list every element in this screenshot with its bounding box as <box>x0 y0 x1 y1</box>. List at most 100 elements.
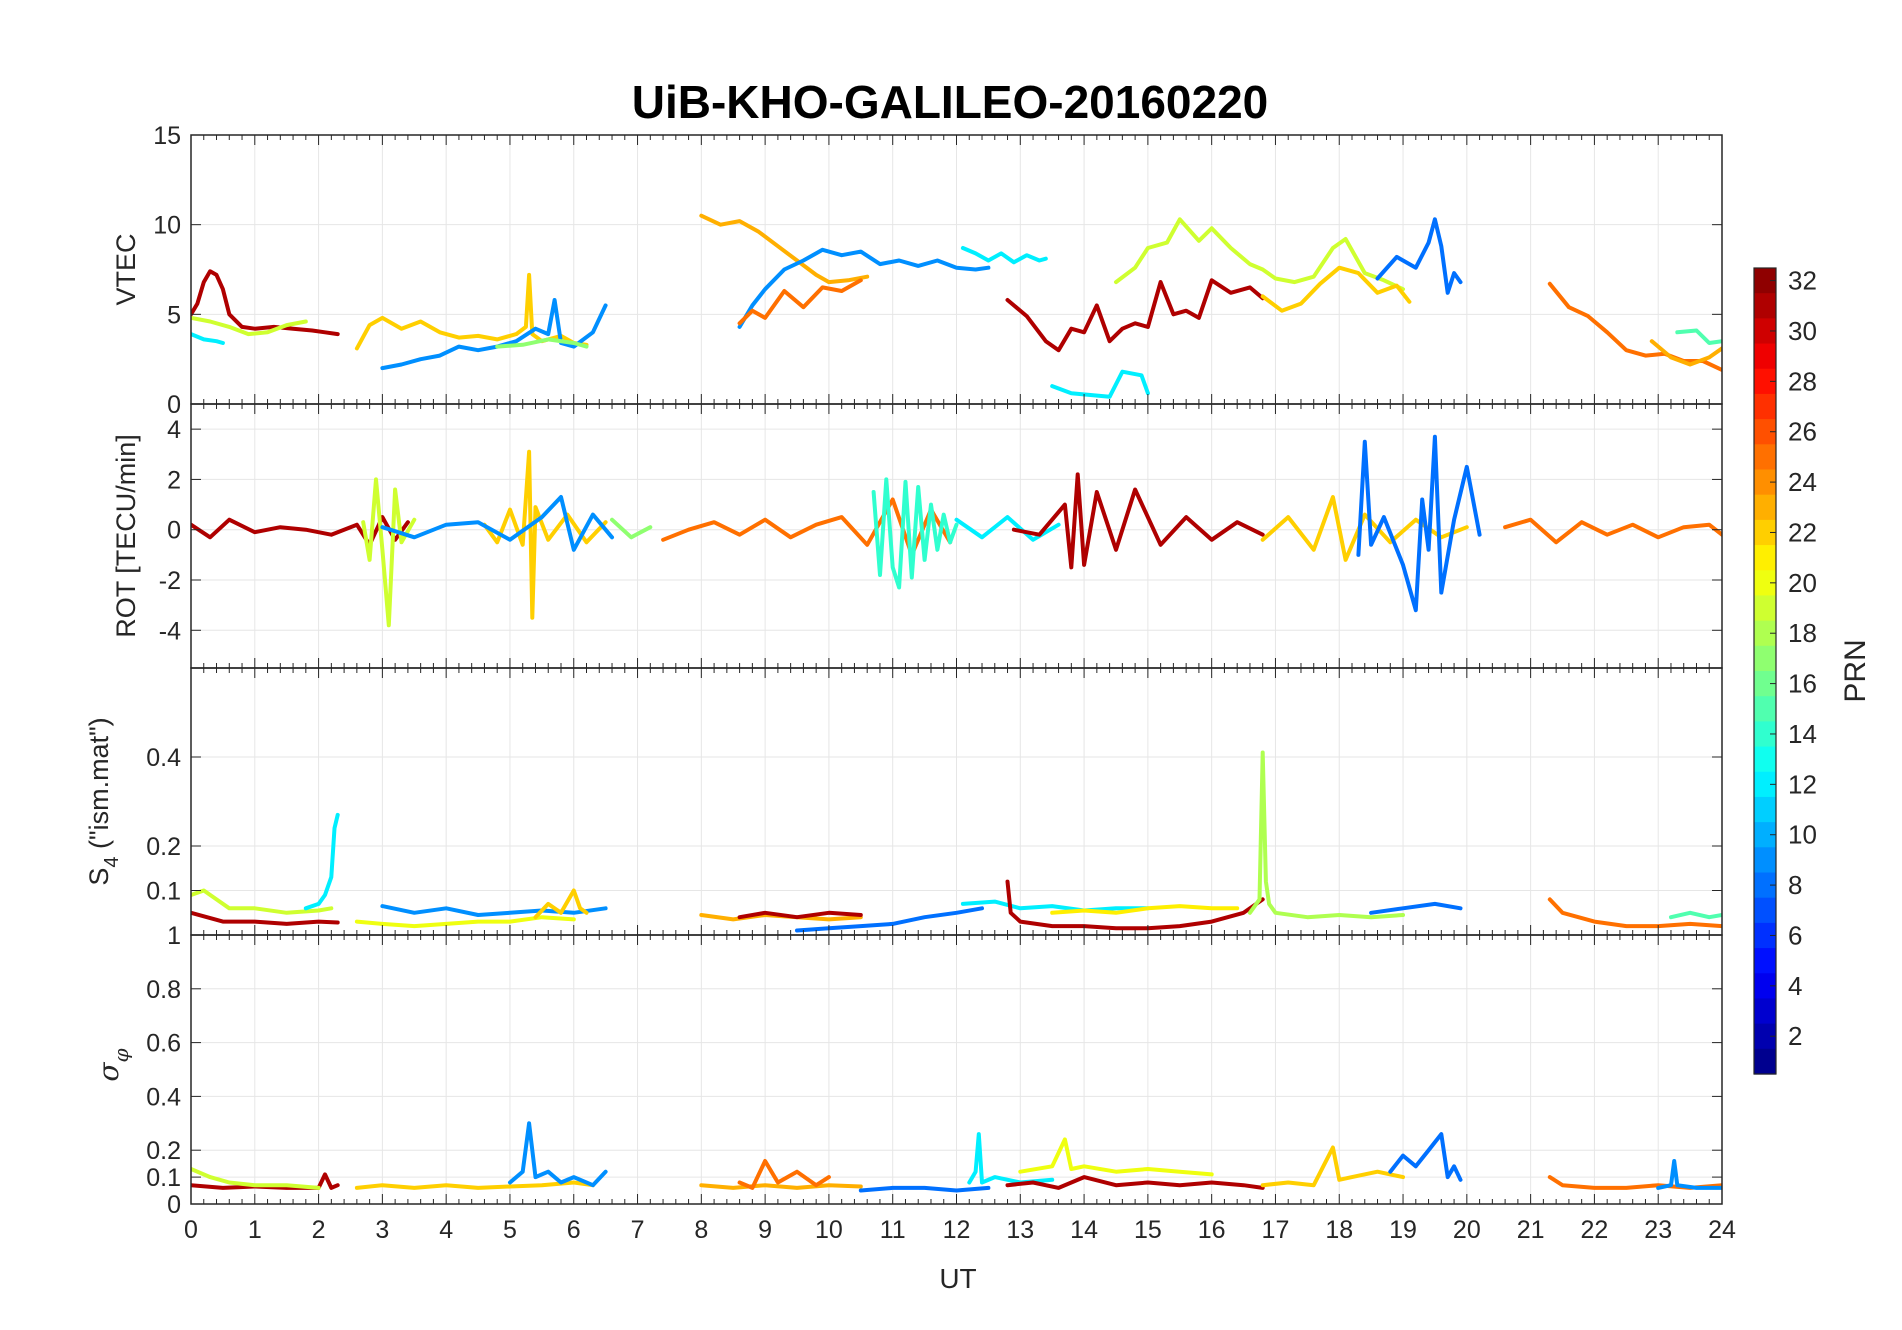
series-line-prn-9 <box>508 1121 608 1188</box>
series-line-prn-19 <box>191 315 308 337</box>
x-tick-label: 23 <box>1644 1216 1672 1244</box>
colorbar-swatch <box>1754 645 1776 672</box>
colorbar-swatch <box>1754 746 1776 773</box>
y-ticks-s4: 0.1 0.2 0.4 <box>146 744 1722 906</box>
series-line-prn-20 <box>1018 1137 1214 1177</box>
series-line-prn-8 <box>1369 901 1463 915</box>
y-tick-label: 0 <box>167 1191 181 1219</box>
colorbar-tick-label: 14 <box>1788 719 1817 749</box>
x-tick-label: 21 <box>1517 1216 1545 1244</box>
colorbar-swatch <box>1754 671 1776 697</box>
colorbar-swatch <box>1754 268 1776 294</box>
colorbar-tick-label: 24 <box>1788 467 1817 497</box>
colorbar-tick-label: 10 <box>1788 820 1817 850</box>
series-line-prn-25 <box>737 278 863 326</box>
y-axis-label-s4: S4 ("ism.mat") <box>84 717 123 885</box>
series-line-prn-31 <box>191 910 340 926</box>
colorbar-swatch <box>1754 998 1776 1025</box>
x-tick-label: 10 <box>815 1216 843 1244</box>
series-line-prn-31 <box>1011 472 1265 570</box>
series-line-prn-31 <box>1005 278 1265 353</box>
y-ticks-sigphi: 00.10.2 0.4 0.6 0.8 1 <box>146 922 1722 1219</box>
colorbar-swatch <box>1754 847 1776 874</box>
y-axis-label-vtec: VTEC <box>111 233 141 305</box>
x-ticks-s4 <box>190 668 1723 935</box>
x-tick-label: 11 <box>880 1216 906 1244</box>
series-line-prn-25 <box>1503 517 1722 545</box>
grid-rot <box>191 404 1722 668</box>
series-line-prn-23 <box>699 213 870 285</box>
x-tick-label: 14 <box>1070 1216 1098 1244</box>
colorbar-tick-label: 30 <box>1788 316 1817 346</box>
x-tick-label: 24 <box>1708 1216 1736 1244</box>
series-line-prn-8 <box>1388 1132 1463 1182</box>
colorbar-swatch <box>1754 1048 1776 1075</box>
colorbar-swatch <box>1754 444 1776 471</box>
series-line-prn-25 <box>737 1159 831 1190</box>
series-line-prn-25 <box>1547 897 1722 929</box>
series-line-prn-31 <box>191 515 410 547</box>
colorbar-tick-label: 2 <box>1788 1021 1802 1051</box>
grid-s4 <box>191 668 1722 935</box>
y-ticks-rot: -4 -2 0 2 4 <box>159 416 1722 645</box>
x-tick-label: 6 <box>567 1216 581 1244</box>
colorbar-swatch <box>1754 494 1776 521</box>
series-line-prn-12 <box>1050 369 1150 399</box>
x-tick-label: 20 <box>1453 1216 1481 1244</box>
colorbar-swatch <box>1754 696 1776 722</box>
x-tick-label: 9 <box>758 1216 772 1244</box>
series-line-prn-31 <box>1005 879 1265 931</box>
y-axis-label-rest: ("ism.mat") <box>84 717 114 856</box>
colorbar-swatch <box>1754 948 1776 974</box>
colorbar-tick-label: 8 <box>1788 870 1802 900</box>
colorbar-swatch <box>1754 973 1776 1000</box>
y-axis-label-main: S <box>84 868 114 886</box>
y-axis-label-sigphi: σφ <box>92 1048 133 1081</box>
series-line-prn-18 <box>1247 750 1405 920</box>
colorbar-tick-label: 18 <box>1788 618 1817 648</box>
colorbar-swatch <box>1754 721 1776 748</box>
series-line-prn-23 <box>699 1183 863 1190</box>
x-ticks-vtec <box>190 135 1723 404</box>
series-group-vtec <box>191 213 1722 399</box>
series-line-prn-12 <box>960 246 1048 265</box>
colorbar-swatch <box>1754 1023 1776 1050</box>
x-tick-label: 0 <box>184 1216 198 1244</box>
series-line-prn-31 <box>737 910 863 920</box>
x-tick-label: 2 <box>312 1216 326 1244</box>
series-line-prn-8 <box>858 1185 991 1193</box>
y-tick-label: 0.6 <box>146 1030 181 1058</box>
colorbar-label: PRN <box>1839 639 1872 702</box>
colorbar-swatch <box>1754 419 1776 445</box>
colorbar-swatch <box>1754 545 1776 571</box>
series-line-prn-17 <box>610 517 653 540</box>
x-tick-label: 18 <box>1325 1216 1353 1244</box>
y-tick-label: 0.8 <box>146 976 181 1004</box>
series-line-prn-15 <box>1669 910 1722 920</box>
series-line-prn-17 <box>495 337 589 349</box>
y-axis-label-sub: 4 <box>101 857 123 868</box>
x-tick-label: 17 <box>1262 1216 1290 1244</box>
series-line-prn-25 <box>1547 281 1722 372</box>
series-line-prn-8 <box>1375 217 1463 295</box>
series-line-prn-23 <box>1649 339 1722 367</box>
panel-vtec: 0 5 10 15 VTEC <box>111 122 1723 419</box>
x-tick-label: 15 <box>1134 1216 1162 1244</box>
colorbar-tick-label: 28 <box>1788 366 1817 396</box>
colorbar-tick-label: 12 <box>1788 769 1817 799</box>
series-line-prn-21 <box>1050 904 1240 915</box>
y-ticks-vtec: 0 5 10 15 <box>153 122 1722 419</box>
series-line-prn-19 <box>191 888 334 915</box>
series-line-prn-19 <box>191 1167 321 1190</box>
colorbar-swatch <box>1754 822 1776 848</box>
colorbar-tick-label: 4 <box>1788 971 1802 1001</box>
x-tick-label: 5 <box>503 1216 517 1244</box>
y-tick-label: 4 <box>167 416 181 444</box>
colorbar-tick-label: 26 <box>1788 417 1817 447</box>
colorbar-swatch <box>1754 519 1776 546</box>
series-group-sigphi <box>191 1121 1722 1193</box>
